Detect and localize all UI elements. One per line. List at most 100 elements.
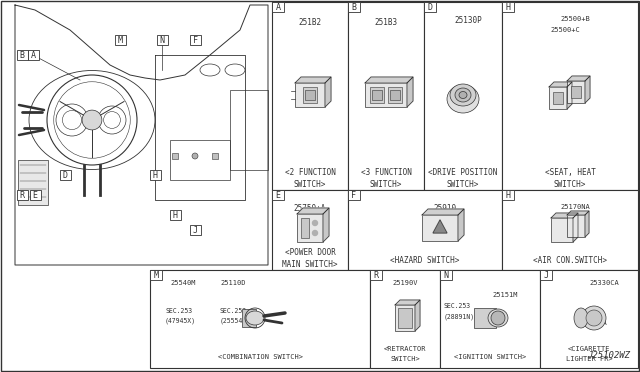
Text: A: A — [31, 51, 35, 60]
Text: SWITCH>: SWITCH> — [447, 180, 479, 189]
Text: SWITCH>: SWITCH> — [370, 180, 402, 189]
Bar — [502, 190, 638, 270]
Text: <AIR CON.SWITCH>: <AIR CON.SWITCH> — [533, 256, 607, 265]
Text: F: F — [193, 35, 198, 45]
Text: N: N — [444, 270, 449, 279]
Text: H: H — [152, 170, 157, 180]
Text: J: J — [543, 270, 548, 279]
Ellipse shape — [450, 84, 476, 106]
Text: H: H — [173, 211, 177, 219]
Bar — [502, 2, 514, 12]
Ellipse shape — [488, 309, 508, 327]
Text: SWITCH>: SWITCH> — [554, 180, 586, 189]
Bar — [272, 190, 284, 200]
Polygon shape — [458, 209, 464, 241]
Bar — [551, 218, 573, 242]
Text: (25554): (25554) — [220, 318, 247, 324]
Text: SEC.253: SEC.253 — [444, 303, 471, 309]
Text: 25540M: 25540M — [170, 280, 195, 286]
Text: SWITCH>: SWITCH> — [390, 356, 420, 362]
Polygon shape — [323, 208, 329, 242]
Bar — [395, 305, 415, 331]
Bar — [388, 87, 402, 103]
Text: R: R — [374, 270, 378, 279]
Bar — [17, 190, 28, 200]
Bar — [348, 2, 360, 12]
Bar — [440, 270, 540, 368]
Text: <DRIVE POSITION: <DRIVE POSITION — [428, 168, 498, 177]
Bar — [18, 160, 48, 205]
Text: J: J — [193, 225, 198, 234]
Text: (47945X): (47945X) — [165, 318, 196, 324]
Bar — [372, 90, 382, 100]
Text: 25170NA: 25170NA — [560, 204, 590, 210]
Bar — [272, 190, 348, 270]
Polygon shape — [433, 220, 447, 233]
Text: F: F — [351, 190, 356, 199]
Polygon shape — [415, 300, 420, 331]
Text: <POWER DOOR: <POWER DOOR — [285, 248, 335, 257]
Bar — [17, 50, 28, 60]
Text: <HAZARD SWITCH>: <HAZARD SWITCH> — [390, 256, 460, 265]
Polygon shape — [585, 211, 589, 237]
Bar — [150, 270, 370, 368]
Bar — [150, 170, 161, 180]
Ellipse shape — [455, 88, 471, 102]
Ellipse shape — [459, 92, 467, 99]
Polygon shape — [567, 211, 589, 215]
Text: B: B — [19, 51, 24, 60]
Text: <CIGARETTE: <CIGARETTE — [568, 346, 611, 352]
Bar — [567, 81, 585, 103]
Bar — [172, 153, 178, 159]
Bar — [305, 90, 315, 100]
Text: J25102WZ: J25102WZ — [587, 351, 630, 360]
Text: <COMBINATION SWITCH>: <COMBINATION SWITCH> — [218, 354, 303, 360]
Polygon shape — [395, 300, 420, 305]
Text: 25190V: 25190V — [392, 280, 418, 286]
Bar — [370, 270, 440, 368]
Text: 25312MA: 25312MA — [577, 320, 607, 326]
Text: 25750+A: 25750+A — [294, 204, 326, 213]
Circle shape — [586, 310, 602, 326]
Text: R: R — [19, 190, 24, 199]
Bar — [157, 35, 168, 45]
Bar — [301, 218, 309, 238]
Text: 25170N: 25170N — [557, 214, 583, 220]
Bar — [365, 83, 407, 107]
Bar — [170, 140, 230, 180]
Text: <IGNITION SWITCH>: <IGNITION SWITCH> — [454, 354, 526, 360]
Polygon shape — [567, 76, 590, 81]
Bar — [390, 90, 400, 100]
Polygon shape — [567, 82, 572, 109]
Text: M: M — [118, 35, 122, 45]
Text: (28891N): (28891N) — [444, 313, 475, 320]
Circle shape — [582, 306, 606, 330]
Bar — [115, 35, 125, 45]
Polygon shape — [325, 77, 331, 107]
Bar — [567, 215, 585, 237]
Text: <RETRACTOR: <RETRACTOR — [384, 346, 426, 352]
Text: B: B — [351, 3, 356, 12]
Bar — [398, 308, 412, 328]
Bar — [295, 83, 325, 107]
Text: 25910: 25910 — [433, 204, 456, 213]
Bar — [540, 270, 552, 280]
Bar — [440, 270, 452, 280]
Bar — [348, 190, 502, 270]
Polygon shape — [407, 77, 413, 107]
Ellipse shape — [574, 308, 588, 328]
Text: D: D — [63, 170, 67, 180]
Bar — [230, 90, 268, 170]
Text: SEC.253: SEC.253 — [165, 308, 192, 314]
Text: D: D — [428, 3, 433, 12]
Text: H: H — [506, 190, 511, 199]
Bar — [553, 92, 563, 104]
Bar — [370, 87, 384, 103]
Bar — [348, 190, 360, 200]
Text: 251B3: 251B3 — [374, 18, 397, 27]
Text: E: E — [275, 190, 280, 199]
Text: SEC.253: SEC.253 — [220, 308, 247, 314]
Text: <3 FUNCTION: <3 FUNCTION — [360, 168, 412, 177]
Circle shape — [192, 153, 198, 159]
Bar — [540, 270, 638, 368]
